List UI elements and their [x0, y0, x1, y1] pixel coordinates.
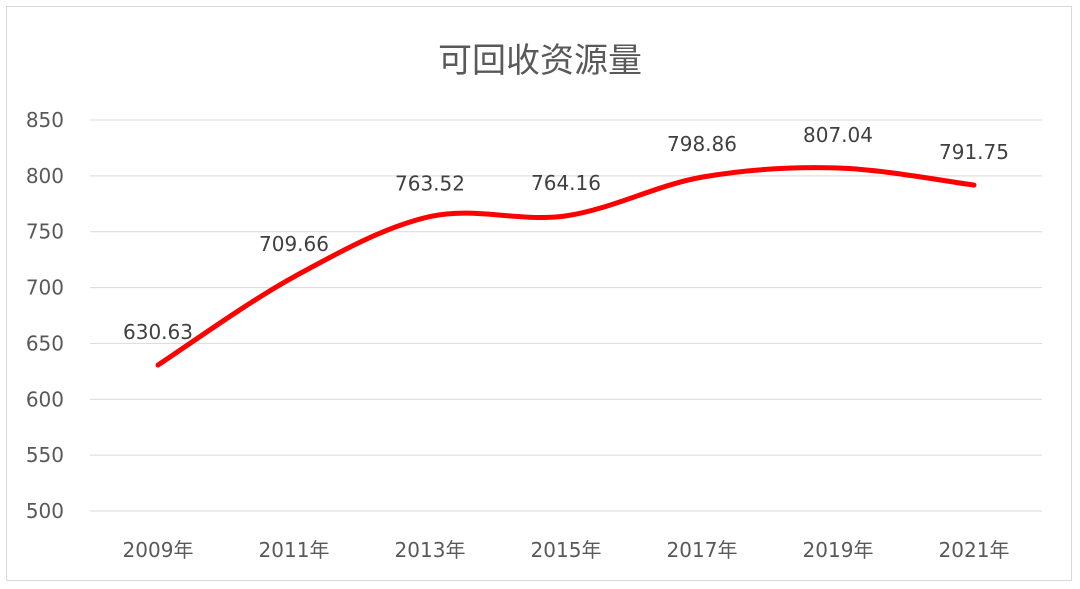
y-tick-label: 850 [26, 108, 64, 132]
x-axis-ticks: 2009年 2011年 2013年 2015年 2017年 2019年 2021年 [123, 538, 1010, 562]
chart-title: 可回收资源量 [438, 41, 642, 81]
data-label: 630.63 [123, 320, 193, 344]
series-line [155, 165, 977, 368]
y-tick-label: 650 [26, 331, 64, 355]
y-tick-label: 800 [26, 164, 64, 188]
x-tick-label: 2017年 [667, 538, 738, 562]
data-label: 798.86 [667, 132, 737, 156]
y-tick-label: 750 [26, 220, 64, 244]
y-tick-label: 500 [26, 499, 64, 523]
y-tick-label: 700 [26, 276, 64, 300]
y-axis-ticks: 500 550 600 650 700 750 800 850 [26, 108, 64, 523]
x-tick-label: 2021年 [939, 538, 1010, 562]
series-lines [155, 165, 977, 368]
x-tick-label: 2011年 [259, 538, 330, 562]
data-label: 763.52 [395, 172, 465, 196]
data-labels: 630.63 709.66 763.52 764.16 798.86 807.04 791.… [123, 123, 1009, 344]
y-tick-label: 600 [26, 387, 64, 411]
gridlines [90, 119, 1042, 512]
x-tick-label: 2019年 [803, 538, 874, 562]
y-tick-label: 550 [26, 443, 64, 467]
data-label: 807.04 [803, 123, 873, 147]
data-label: 791.75 [939, 140, 1009, 164]
x-tick-label: 2009年 [123, 538, 194, 562]
chart-frame [6, 6, 1072, 581]
x-tick-label: 2015年 [531, 538, 602, 562]
x-tick-label: 2013年 [395, 538, 466, 562]
data-label: 764.16 [531, 171, 601, 195]
data-label: 709.66 [259, 232, 329, 256]
